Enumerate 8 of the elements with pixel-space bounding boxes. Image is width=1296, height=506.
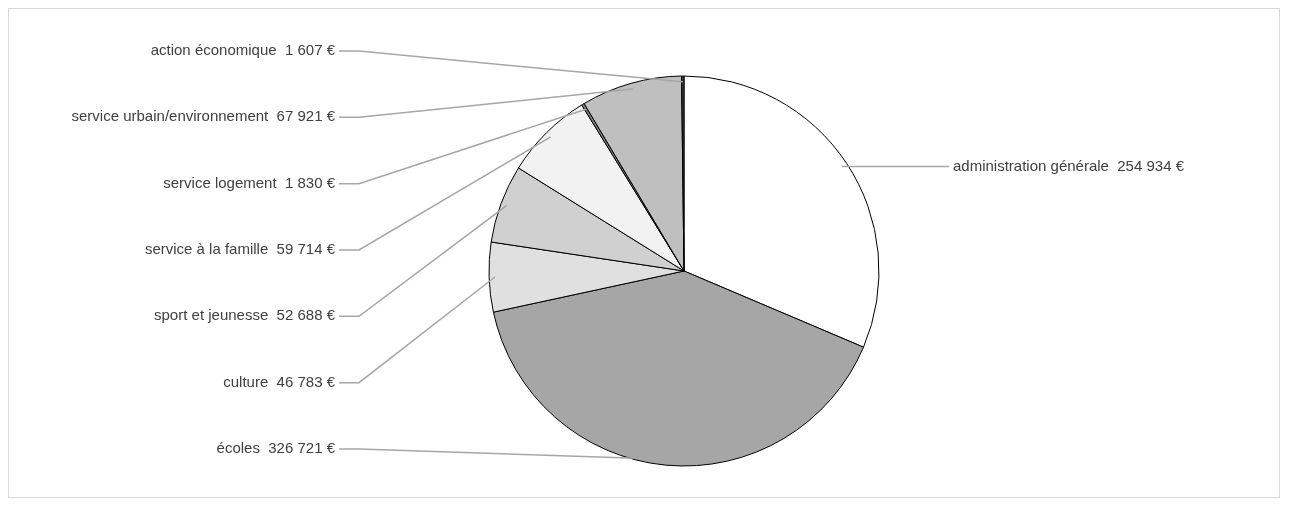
- slice-label: service urbain/environnement 67 921 €: [71, 107, 336, 125]
- slice-label: service à la famille 59 714 €: [144, 240, 336, 258]
- slice-label: administration générale 254 934 €: [953, 156, 1185, 174]
- slice-label: action économique 1 607 €: [150, 41, 336, 59]
- slice-label: écoles 326 721 €: [216, 439, 336, 457]
- slice-label: culture 46 783 €: [223, 372, 336, 390]
- slice-label: service logement 1 830 €: [163, 173, 336, 191]
- slice-label: sport et jeunesse 52 688 €: [154, 306, 336, 324]
